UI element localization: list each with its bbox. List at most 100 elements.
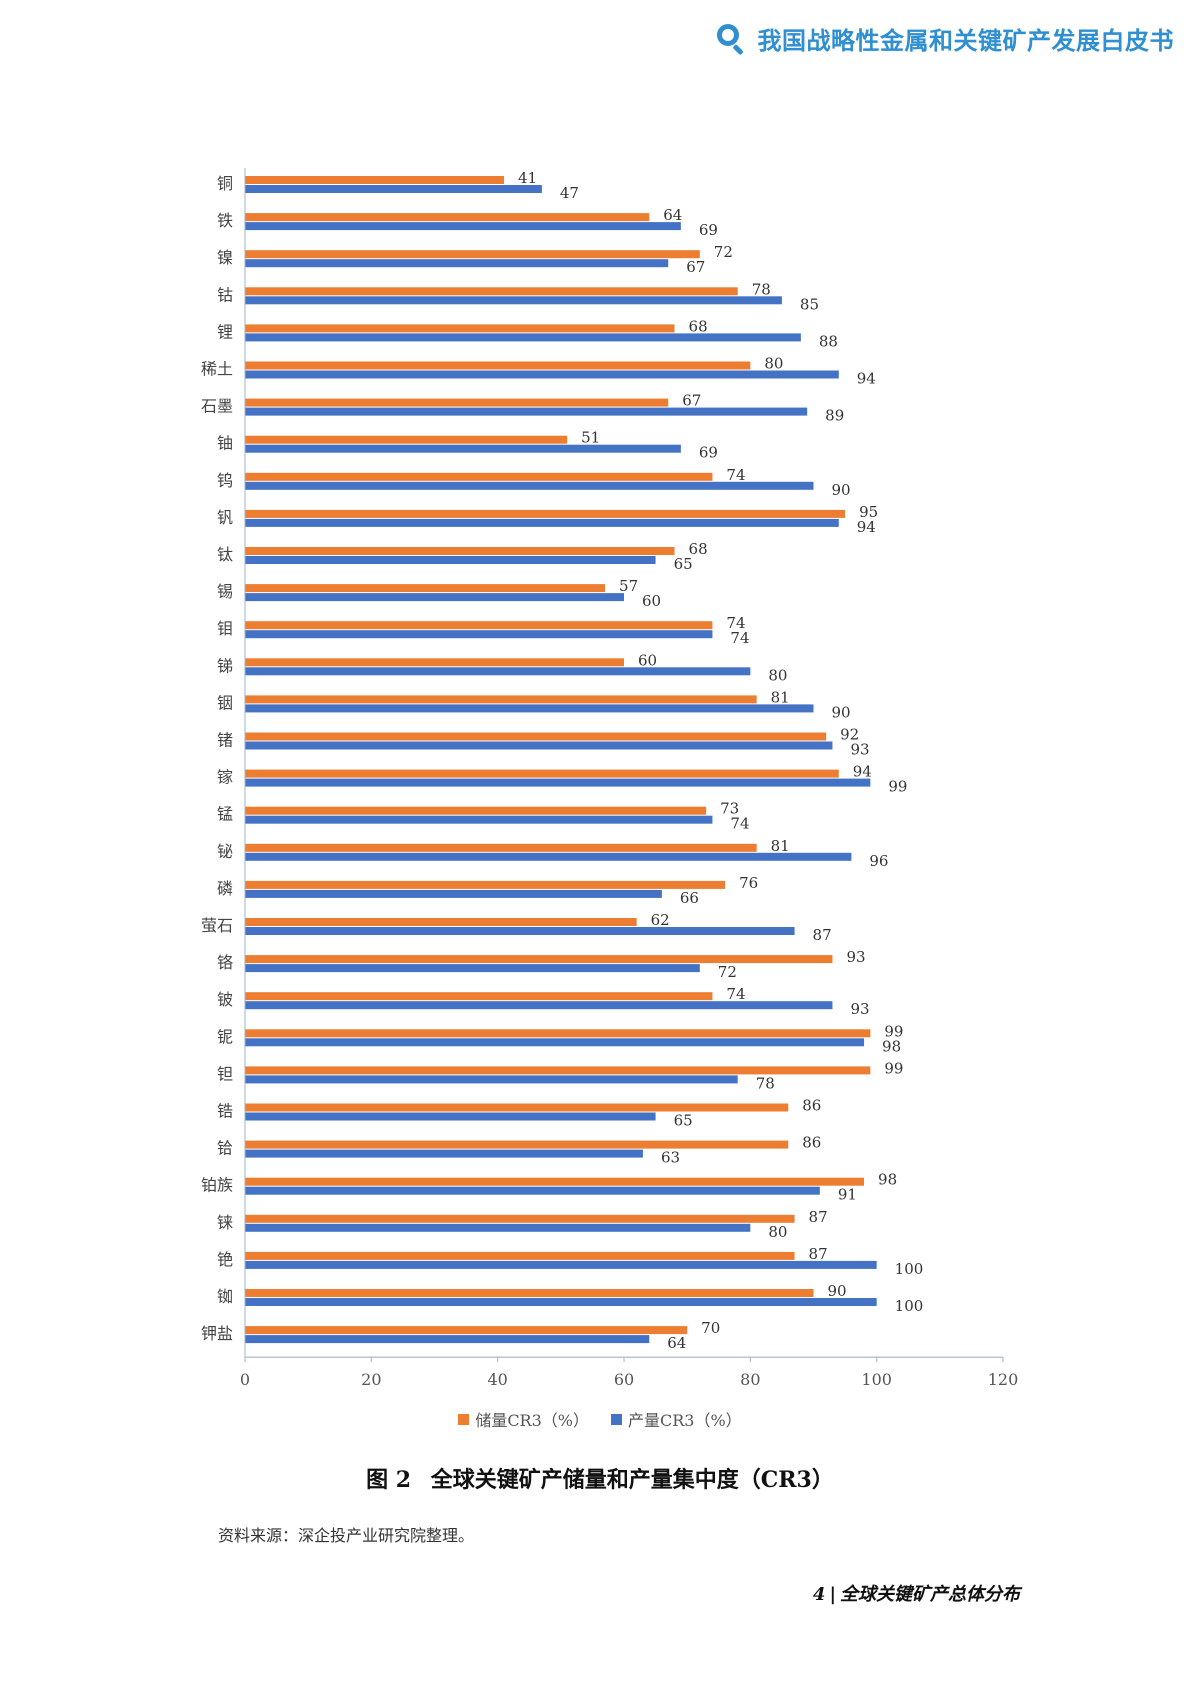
data-label-production: 66: [680, 889, 699, 907]
x-tick-label: 80: [740, 1370, 760, 1389]
category-label: 铷: [217, 1287, 233, 1306]
bar-production: [245, 296, 782, 305]
bar-production: [245, 815, 713, 824]
figure-caption: 图 2 全球关键矿产储量和产量集中度（CR3）: [0, 1462, 1200, 1494]
category-label: 石墨: [201, 397, 233, 416]
bar-reserves: [245, 547, 675, 555]
data-label-reserves: 74: [726, 985, 745, 1003]
category-label: 钒: [217, 508, 233, 527]
data-label-reserves: 70: [701, 1319, 720, 1337]
data-label-reserves: 41: [518, 169, 537, 187]
data-label-reserves: 74: [726, 614, 745, 632]
category-label: 锂: [217, 322, 233, 341]
footer-separator: |: [829, 1584, 836, 1605]
bar-reserves: [245, 992, 713, 1001]
data-label-reserves: 51: [581, 429, 600, 447]
page-number: 4: [812, 1584, 826, 1605]
bar-production: [245, 518, 839, 527]
data-label-reserves: 62: [651, 911, 670, 929]
data-label-reserves: 92: [840, 726, 859, 744]
bar-reserves: [245, 1140, 789, 1149]
bar-production: [245, 778, 871, 787]
bar-reserves: [245, 1103, 789, 1112]
bar-production: [245, 1038, 865, 1047]
data-label-production: 67: [686, 258, 705, 276]
bar-production: [245, 927, 795, 935]
data-label-reserves: 80: [764, 355, 783, 373]
bar-production: [245, 667, 751, 676]
figure-number: 图 2: [366, 1467, 412, 1493]
bar-production: [245, 444, 681, 453]
bar-production: [245, 889, 662, 898]
bar-reserves: [245, 324, 675, 333]
x-tick-label: 120: [988, 1370, 1019, 1389]
data-label-production: 64: [667, 1334, 686, 1352]
bar-production: [245, 593, 624, 602]
data-label-production: 80: [768, 1223, 787, 1241]
bar-production: [245, 333, 801, 342]
data-label-production: 78: [756, 1074, 775, 1092]
data-label-production: 74: [730, 629, 749, 647]
data-label-reserves: 67: [682, 392, 701, 410]
bar-reserves: [245, 806, 707, 815]
bar-production: [245, 1186, 820, 1195]
category-label: 锆: [217, 1102, 233, 1121]
data-label-production: 74: [730, 815, 749, 833]
bar-reserves: [245, 287, 738, 296]
bar-production: [245, 1298, 877, 1306]
category-label: 钾盐: [201, 1324, 233, 1343]
bar-production: [245, 556, 656, 564]
bar-reserves: [245, 1177, 865, 1186]
bar-reserves: [245, 361, 751, 370]
category-label: 铂族: [201, 1176, 233, 1195]
data-label-reserves: 68: [689, 317, 708, 335]
bar-reserves: [245, 472, 713, 481]
category-label: 铍: [217, 990, 233, 1009]
category-label: 钛: [217, 545, 233, 564]
category-label: 锰: [217, 805, 233, 824]
category-label: 磷: [217, 879, 233, 898]
data-label-production: 94: [857, 370, 876, 388]
bar-production: [245, 964, 700, 973]
data-label-production: 60: [642, 592, 661, 610]
data-label-production: 94: [857, 518, 876, 536]
data-label-production: 100: [895, 1297, 924, 1315]
data-label-production: 93: [850, 741, 869, 759]
bar-reserves: [245, 695, 757, 704]
data-label-production: 89: [825, 407, 844, 425]
bar-production: [245, 1112, 656, 1121]
bar-reserves: [245, 880, 726, 889]
footer-section: 全球关键矿产总体分布: [840, 1584, 1020, 1605]
data-label-reserves: 87: [809, 1208, 828, 1226]
data-label-reserves: 90: [828, 1282, 847, 1300]
bar-reserves: [245, 658, 624, 667]
bar-production: [245, 1223, 751, 1232]
category-label: 铁: [217, 211, 233, 230]
category-label: 铜: [217, 174, 233, 193]
category-label: 镍: [217, 248, 233, 267]
data-label-reserves: 94: [853, 763, 872, 781]
data-label-production: 69: [699, 444, 718, 462]
data-label-production: 93: [850, 1000, 869, 1018]
legend-item-production: 产量CR3（%）: [611, 1407, 742, 1431]
data-label-production: 90: [832, 703, 851, 721]
category-label: 萤石: [201, 916, 233, 935]
data-label-reserves: 81: [771, 837, 790, 855]
bar-production: [245, 1149, 643, 1158]
data-label-reserves: 93: [846, 948, 865, 966]
bar-production: [245, 222, 681, 231]
category-label: 锡: [217, 582, 233, 601]
bar-reserves: [245, 1251, 795, 1260]
category-label: 镓: [217, 768, 233, 787]
category-label: 铀: [217, 434, 233, 453]
page-header: 我国战略性金属和关键矿产发展白皮书: [700, 14, 1174, 62]
bar-reserves: [245, 769, 839, 778]
x-axis: 0 20 40 60 80 100 120: [240, 168, 1018, 1389]
legend-swatch-production: [611, 1413, 622, 1425]
bar-chart: 铜 41 47 铁 64 69 镍 72 67 钴 78 85 锂 68 88 稀土 80 94 石墨 67 89 铀 51…: [201, 168, 1018, 1389]
bar-reserves: [245, 1289, 814, 1297]
data-label-reserves: 95: [859, 503, 878, 521]
legend-item-reserves: 储量CR3（%）: [458, 1407, 589, 1431]
data-label-production: 98: [882, 1037, 901, 1055]
bar-production: [245, 1001, 833, 1010]
